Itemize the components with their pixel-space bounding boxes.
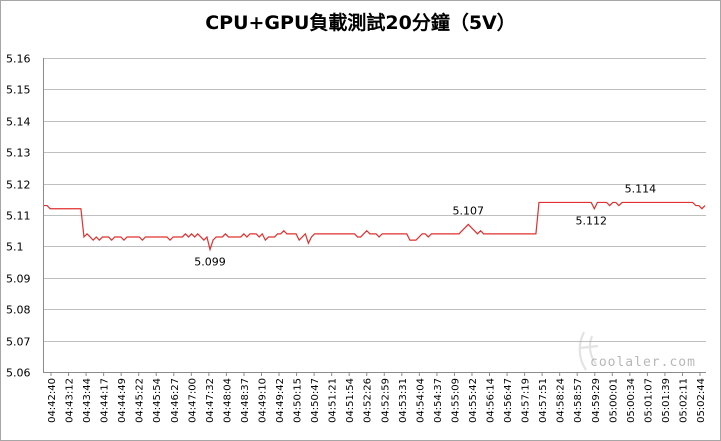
x-tick-label: 04:49:42 xyxy=(275,378,286,423)
x-tick-label: 04:43:12 xyxy=(65,378,76,423)
x-tick-label: 04:48:37 xyxy=(240,378,251,423)
chart-title: CPU+GPU負載測試20分鐘（5V） xyxy=(205,12,516,34)
x-tick-label: 05:02:11 xyxy=(678,378,689,423)
x-tick-label: 04:42:40 xyxy=(47,378,58,423)
x-tick-label: 04:55:09 xyxy=(450,378,461,423)
x-tick-label: 04:59:29 xyxy=(591,378,602,423)
y-tick-label: 5.07 xyxy=(6,336,31,349)
x-tick-label: 04:46:27 xyxy=(170,378,181,423)
x-tick-label: 05:01:39 xyxy=(661,378,672,423)
x-tick-label: 04:44:17 xyxy=(100,378,111,423)
x-tick-label: 04:56:47 xyxy=(503,378,514,423)
x-tick-label: 05:00:34 xyxy=(626,378,637,423)
x-tick-label: 04:56:14 xyxy=(486,378,497,423)
y-tick-label: 5.1 xyxy=(6,241,24,254)
data-label: 5.114 xyxy=(625,182,657,195)
x-tick-label: 04:47:00 xyxy=(187,378,198,423)
x-tick-label: 04:50:47 xyxy=(310,378,321,423)
y-tick-label: 5.15 xyxy=(6,84,31,97)
x-tick-label: 04:49:10 xyxy=(257,378,268,423)
x-tick-label: 04:45:22 xyxy=(135,378,146,423)
y-tick-label: 5.13 xyxy=(6,147,31,160)
watermark-logo-icon xyxy=(578,331,599,371)
x-tick-label: 04:57:19 xyxy=(521,378,532,423)
x-tick-label: 04:45:54 xyxy=(152,378,163,423)
y-tick-label: 5.06 xyxy=(6,367,31,380)
x-tick-label: 04:58:57 xyxy=(573,378,584,423)
x-tick-label: 05:01:07 xyxy=(643,378,654,423)
y-tick-label: 5.09 xyxy=(6,273,31,286)
x-tick-label: 04:48:04 xyxy=(222,378,233,423)
x-tick-label: 04:54:04 xyxy=(415,378,426,423)
x-tick-label: 04:44:49 xyxy=(117,378,128,423)
y-tick-label: 5.16 xyxy=(6,53,31,66)
data-label: 5.107 xyxy=(453,204,485,217)
x-tick-label: 04:51:21 xyxy=(328,378,339,423)
x-tick-label: 04:58:24 xyxy=(556,378,567,423)
watermark-text: coolaler.com xyxy=(590,355,696,370)
x-tick-label: 04:53:31 xyxy=(398,378,409,423)
x-tick-label: 05:02:44 xyxy=(696,378,707,423)
x-tick-label: 04:52:26 xyxy=(363,378,374,423)
x-tick-label: 04:43:44 xyxy=(82,378,93,423)
data-label: 5.112 xyxy=(575,215,607,228)
y-tick-label: 5.14 xyxy=(6,116,31,129)
x-tick-label: 04:52:59 xyxy=(380,378,391,423)
x-tick-label: 05:00:01 xyxy=(608,378,619,423)
x-tick-label: 04:54:37 xyxy=(433,378,444,423)
x-tick-label: 04:55:42 xyxy=(468,378,479,423)
x-tick-label: 04:50:15 xyxy=(293,378,304,423)
y-tick-label: 5.08 xyxy=(6,304,31,317)
series-line xyxy=(44,201,706,252)
y-tick-label: 5.11 xyxy=(6,210,31,223)
x-tick-label: 04:51:54 xyxy=(345,378,356,423)
data-label: 5.099 xyxy=(194,256,226,269)
y-tick-label: 5.12 xyxy=(6,179,31,192)
x-tick-label: 04:47:32 xyxy=(205,378,216,423)
x-tick-label: 04:57:51 xyxy=(538,378,549,423)
